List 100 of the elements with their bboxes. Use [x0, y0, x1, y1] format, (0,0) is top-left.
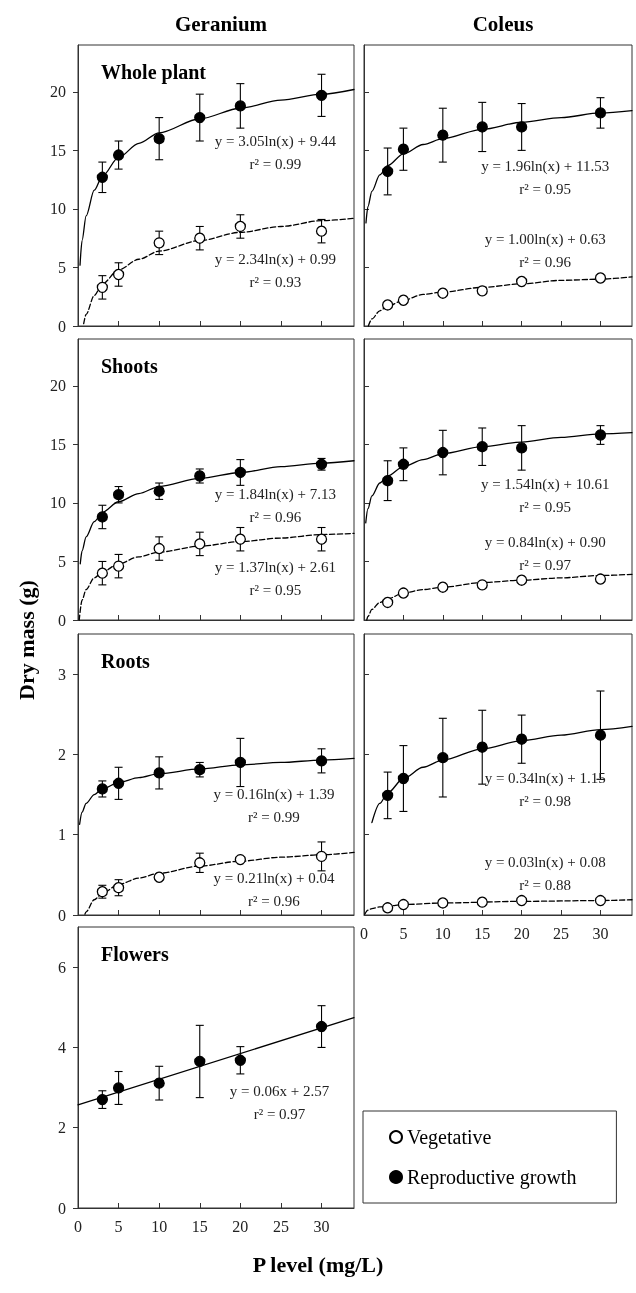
point [516, 894, 528, 907]
point [594, 272, 607, 284]
point [234, 1054, 246, 1066]
annotation: y = 3.05ln(x) + 9.44 r² = 0.99 [214, 132, 337, 172]
y-tick-label: 6 [58, 958, 66, 976]
point [315, 1020, 328, 1033]
point [476, 441, 488, 453]
point [234, 466, 246, 479]
annotation: y = 1.37ln(x) + 2.61 r² = 0.95 [214, 558, 336, 598]
point [234, 756, 246, 769]
point [437, 129, 449, 141]
y-tick-label: 3 [58, 665, 66, 683]
text: Roots [101, 650, 151, 672]
x-tick-label: 25 [553, 924, 570, 942]
point [397, 458, 410, 470]
point [437, 897, 449, 909]
point [194, 1055, 206, 1068]
point [153, 871, 165, 883]
legend-label: Vegetative [407, 1126, 492, 1149]
point [153, 767, 165, 779]
point [315, 225, 328, 237]
point [234, 100, 246, 112]
annotation: y = 1.54ln(x) + 10.61 r² = 0.95 [480, 475, 610, 515]
point [382, 299, 394, 311]
text: Whole plant [101, 61, 207, 84]
point [437, 287, 449, 299]
annotation: y = 1.84ln(x) + 7.13 r² = 0.96 [214, 485, 336, 525]
annotation: y = 0.21ln(x) + 0.04 r² = 0.96 [213, 869, 335, 909]
point [397, 898, 410, 911]
y-tick-label: 0 [58, 611, 66, 629]
y-tick-label: 10 [50, 494, 66, 512]
point [476, 741, 488, 753]
y-tick-label: 0 [58, 1199, 66, 1217]
x-tick-label: 10 [151, 1217, 168, 1235]
x-axis-title: P level (mg/L) [252, 1251, 384, 1277]
annotation: y = 1.00ln(x) + 0.63 r² = 0.96 [484, 231, 606, 271]
y-tick-label: 10 [50, 200, 66, 218]
line-series [79, 88, 355, 266]
point [397, 294, 410, 306]
point [153, 542, 165, 555]
y-tick-label: 0 [58, 906, 66, 924]
line-series [84, 851, 355, 915]
point [96, 511, 108, 523]
point [476, 896, 488, 908]
y-tick-label: 15 [50, 435, 66, 453]
x-tick-label: 5 [114, 1217, 123, 1235]
point [315, 755, 328, 767]
y-tick-label: 0 [58, 317, 66, 335]
point [153, 1077, 165, 1089]
point [194, 111, 206, 124]
point [382, 902, 394, 914]
x-tick-label: 15 [191, 1217, 208, 1235]
point [112, 1082, 125, 1094]
text: Flowers [101, 943, 169, 965]
point [516, 275, 528, 288]
point [437, 446, 449, 459]
y-tick-label: 5 [58, 258, 66, 276]
point [234, 533, 246, 545]
y-tick-label: 2 [58, 1119, 66, 1137]
point [112, 489, 125, 501]
point [315, 850, 328, 863]
point [96, 171, 108, 183]
point [382, 596, 394, 609]
point [382, 475, 394, 487]
point [437, 581, 449, 593]
point [516, 733, 528, 745]
point [382, 789, 394, 802]
point [194, 857, 206, 869]
point [96, 281, 108, 294]
point [234, 220, 246, 233]
point [194, 538, 206, 550]
point [397, 772, 410, 785]
point [476, 579, 488, 591]
y-tick-label: 20 [50, 83, 66, 101]
y-axis-title: Dry mass (g) [13, 580, 39, 700]
point [594, 429, 607, 441]
x-tick-label: 20 [513, 924, 530, 942]
annotation: y = 2.34ln(x) + 0.99 r² = 0.93 [214, 250, 336, 290]
point [594, 573, 607, 585]
annotation: y = 0.03ln(x) + 0.08 r² = 0.88 [484, 853, 606, 893]
annotation: y = 1.96ln(x) + 11.53 r² = 0.95 [481, 158, 610, 198]
annotation: y = 0.84ln(x) + 0.90 r² = 0.97 [484, 533, 606, 573]
point [153, 133, 165, 145]
point [315, 89, 328, 101]
point [112, 777, 125, 789]
point [315, 533, 328, 545]
y-tick-label: 15 [50, 141, 66, 159]
point [476, 285, 488, 297]
y-tick-label: 20 [50, 377, 66, 395]
annotation: y = 0.06x + 2.57 r² = 0.97 [229, 1083, 330, 1123]
x-tick-label: 5 [399, 924, 408, 942]
annotation: y = 0.34ln(x) + 1.15 r² = 0.98 [484, 769, 606, 809]
chart-title: Coleus [472, 11, 534, 36]
x-tick-label: 0 [74, 1217, 82, 1235]
point [112, 560, 125, 572]
legend-label: Reproductive growth [407, 1166, 577, 1189]
point [594, 107, 607, 119]
point [153, 237, 165, 249]
point [594, 894, 607, 907]
x-tick-label: 10 [434, 924, 451, 942]
